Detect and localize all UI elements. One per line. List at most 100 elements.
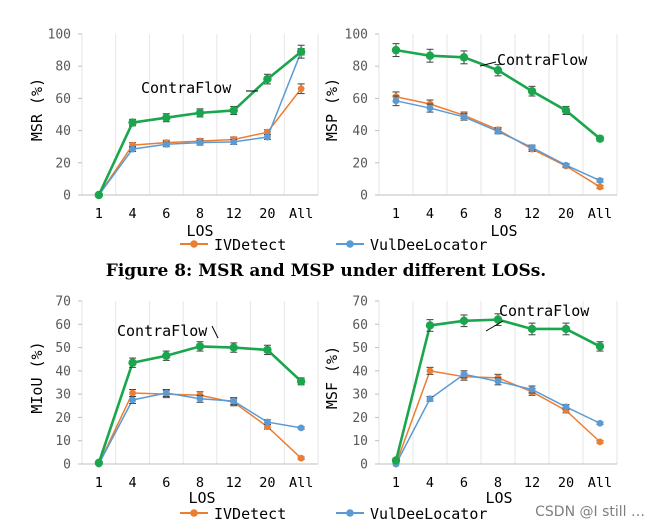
contraflow-point [561, 324, 571, 334]
x-axis-title: LOS [188, 489, 215, 507]
vuldeelocator-point [460, 113, 468, 121]
contraflow-point [595, 342, 605, 351]
vuldeelocator-point [264, 133, 271, 141]
watermark-halo: CSDN @I still … [535, 504, 645, 520]
vuldeelocator-point [196, 395, 204, 403]
watermark: CSDN @I still … [535, 504, 645, 520]
x-tick-label: 8 [494, 206, 502, 222]
contraflow-annotation: ContraFlow [141, 79, 232, 97]
vuldeelocator-point [162, 140, 170, 148]
contraflow-point [263, 345, 272, 355]
legend-vuldeelocator-label: VulDeeLocator [370, 236, 487, 254]
x-tick-label: 20 [558, 206, 574, 222]
vuldeelocator-point [562, 403, 570, 411]
x-axis-title: LOS [186, 222, 213, 240]
annotation-leader-line [211, 325, 219, 339]
contraflow-point [296, 377, 306, 386]
x-tick-label: 6 [460, 206, 468, 222]
y-tick-label: 100 [345, 28, 368, 43]
vuldeelocator-point [129, 396, 136, 404]
vuldeelocator-point [230, 397, 238, 405]
y-tick-label: 60 [352, 92, 368, 107]
ivdetect-point [129, 389, 136, 397]
x-tick-label: 8 [494, 475, 502, 491]
contraflow-point [459, 316, 469, 325]
y-axis-title: MSR (%) [28, 78, 46, 141]
contraflow-point [128, 118, 137, 127]
x-axis-title: LOS [490, 222, 517, 240]
vuldeelocator-point [528, 144, 536, 151]
contraflow-point [425, 321, 435, 330]
x-tick-label: 4 [426, 475, 434, 491]
contraflow-point [561, 106, 571, 115]
msp-chart: 0 20 40 60 80 100 1 4 6 8 12 20 All MSP (%) LOS ContraF… [323, 28, 618, 240]
vuldeelocator-point [494, 128, 502, 135]
vuldeelocator-point [129, 145, 136, 153]
msf-chart: 0 10 20 30 40 50 60 70 1 4 6 8 12 20 All MSF (%) LOS Cont… [323, 295, 618, 507]
vuldeelocator-point [460, 370, 468, 378]
x-tick-label: 20 [259, 475, 275, 491]
contraflow-point [459, 53, 469, 62]
y-tick-label: 20 [352, 411, 368, 426]
miou-chart: 0 10 20 30 40 50 60 70 1 4 6 8 12 20 All MIoU (%) LOS Con… [28, 295, 319, 507]
vuldeelocator-point [426, 395, 434, 403]
y-tick-label: 50 [352, 341, 368, 356]
vuldeelocator-point [196, 139, 204, 147]
x-tick-label: 12 [524, 475, 540, 491]
x-tick-label: 6 [162, 475, 170, 491]
x-tick-label: All [289, 475, 313, 491]
contraflow-point [128, 358, 137, 367]
figure-caption: Figure 8: MSR and MSP under different LO… [106, 261, 546, 281]
contraflow-annotation: ContraFlow [497, 51, 588, 69]
ivdetect-point [426, 367, 434, 375]
contraflow-point [263, 74, 272, 84]
contraflow-point [425, 51, 435, 60]
y-tick-label: 70 [352, 295, 368, 310]
vuldeelocator-point [596, 177, 604, 184]
x-tick-label: 8 [196, 475, 204, 491]
x-tick-label: 20 [259, 206, 275, 222]
contraflow-point [195, 342, 205, 351]
x-tick-label: All [588, 206, 612, 222]
vuldeelocator-series-line [395, 373, 601, 465]
y-tick-label: 80 [352, 60, 368, 75]
contraflow-point [391, 45, 401, 55]
contraflow-point [94, 458, 104, 468]
vuldeelocator-point [494, 377, 502, 385]
y-axis-title: MSF (%) [323, 346, 341, 409]
vuldeelocator-point [162, 389, 170, 397]
x-tick-label: All [588, 475, 612, 491]
annotation-leader-line [485, 320, 504, 332]
contraflow-point [162, 113, 171, 122]
ivdetect-point [297, 85, 305, 93]
x-tick-label: 1 [95, 206, 103, 222]
y-tick-label: 40 [55, 124, 71, 139]
x-tick-label: 12 [226, 206, 242, 222]
contraflow-point [391, 456, 401, 465]
legend-bottom-vuldeelocator-marker [346, 509, 354, 517]
x-tick-label: 1 [95, 475, 103, 491]
ivdetect-point [596, 183, 604, 191]
legend-ivdetect-label: IVDetect [214, 236, 286, 254]
y-tick-label: 30 [352, 388, 368, 403]
y-tick-label: 20 [352, 156, 368, 171]
x-tick-label: 8 [196, 206, 204, 222]
vuldeelocator-point [230, 138, 238, 146]
contraflow-point [493, 66, 503, 75]
ivdetect-point [264, 423, 271, 431]
ivdetect-point [596, 438, 604, 446]
x-tick-label: 12 [524, 206, 540, 222]
y-tick-label: 0 [63, 189, 71, 204]
y-tick-label: 0 [360, 458, 368, 473]
contraflow-annotation: ContraFlow [117, 322, 208, 340]
vuldeelocator-point [297, 424, 305, 432]
ivdetect-point [297, 454, 305, 462]
legend-top: IVDetect VulDeeLocator [180, 236, 487, 254]
x-tick-label: 4 [129, 475, 137, 491]
x-tick-label: All [289, 206, 313, 222]
vuldeelocator-point [562, 161, 570, 169]
annotation-leader-line [479, 61, 497, 67]
vuldeelocator-point [264, 418, 271, 426]
legend-vuldeelocator-marker [346, 240, 354, 248]
legend-bottom: IVDetect VulDeeLocator [180, 505, 487, 523]
